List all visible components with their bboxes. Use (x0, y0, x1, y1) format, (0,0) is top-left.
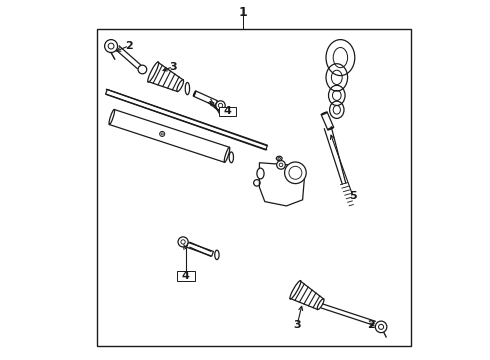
Bar (176, 271, 195, 281)
Text: 2: 2 (367, 320, 375, 330)
Ellipse shape (290, 280, 301, 299)
Text: 3: 3 (169, 62, 177, 72)
Circle shape (138, 65, 147, 74)
Text: 1: 1 (239, 6, 247, 19)
Ellipse shape (328, 127, 334, 130)
Text: 5: 5 (349, 191, 357, 201)
Polygon shape (194, 91, 218, 106)
Text: 3: 3 (294, 320, 301, 330)
Circle shape (178, 237, 188, 247)
Polygon shape (105, 89, 268, 150)
Bar (98, 29, 411, 346)
Polygon shape (321, 112, 334, 130)
Ellipse shape (229, 152, 233, 163)
Ellipse shape (177, 80, 184, 91)
Circle shape (375, 321, 387, 333)
Polygon shape (259, 163, 304, 206)
Ellipse shape (224, 147, 230, 162)
Ellipse shape (321, 112, 327, 115)
Circle shape (285, 162, 306, 184)
Ellipse shape (147, 62, 159, 82)
Polygon shape (187, 242, 214, 256)
Text: 4: 4 (223, 106, 231, 116)
Ellipse shape (185, 82, 190, 95)
Ellipse shape (317, 299, 324, 310)
Ellipse shape (257, 168, 264, 179)
Polygon shape (109, 109, 229, 162)
Text: 2: 2 (125, 41, 133, 51)
Text: 4: 4 (182, 271, 190, 281)
Ellipse shape (194, 91, 196, 96)
Circle shape (160, 131, 165, 136)
Circle shape (216, 101, 225, 110)
Ellipse shape (276, 156, 282, 161)
Ellipse shape (215, 250, 219, 260)
Circle shape (104, 40, 118, 53)
Circle shape (277, 161, 285, 169)
Bar (219, 107, 236, 116)
Ellipse shape (109, 109, 115, 125)
